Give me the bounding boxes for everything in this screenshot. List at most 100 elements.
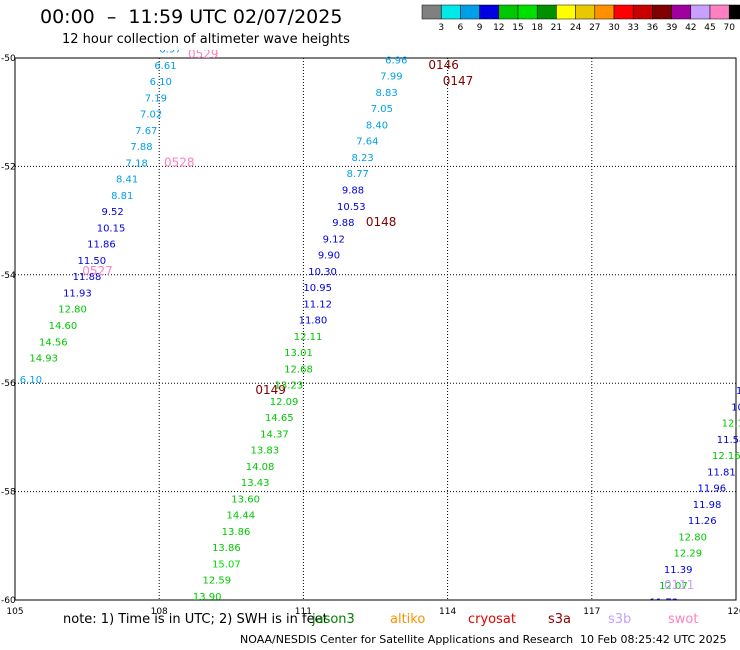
colorbar-swatch: [671, 4, 692, 20]
footer-note: note: 1) Time is in UTC; 2) SWH is in fe…: [63, 612, 328, 627]
colorbar-label: 6: [458, 23, 464, 33]
mission-legend-item: s3a: [548, 612, 572, 627]
colorbar-label: 27: [589, 23, 600, 33]
wave-height-label: 8.83: [376, 88, 398, 99]
y-tick-label: -50: [1, 54, 16, 64]
x-tick-label: 105: [6, 607, 23, 617]
wave-height-label: 11.90: [736, 386, 740, 397]
wave-height-label: 7.67: [135, 126, 157, 137]
colorbar-label: 70: [723, 23, 735, 33]
wave-height-label: 13.86: [222, 527, 251, 538]
pass-label: 0149: [255, 383, 286, 397]
pass-label: 0146: [428, 58, 459, 72]
chart-title: 00:00 – 11:59 UTC 02/07/2025: [40, 6, 343, 28]
colorbar-swatch: [613, 4, 634, 20]
mission-legend-item: altiko: [390, 612, 426, 627]
colorbar-label: 30: [608, 23, 620, 33]
wave-height-label: 7.19: [145, 93, 167, 104]
wave-height-label: 13.60: [231, 494, 260, 505]
wave-height-label: 11.39: [630, 646, 659, 650]
wave-height-label: 6.96: [385, 55, 407, 66]
colorbar-swatch: [440, 4, 461, 20]
wave-height-label: 6.77: [169, 12, 191, 23]
data-points: 12.8812.4514.4113.9012.5915.0713.8613.86…: [20, 0, 740, 650]
pass-label: 0528: [164, 155, 195, 169]
y-tick-label: -60: [1, 596, 16, 606]
pass-label: 0529: [188, 47, 219, 61]
colorbar-swatch: [575, 4, 596, 20]
wave-height-label: 12.80: [58, 305, 87, 316]
wave-height-label: 9.88: [332, 218, 354, 229]
wave-height-label: 12.88: [169, 641, 198, 650]
x-tick-label: 108: [151, 607, 168, 617]
wave-height-label: 11.93: [63, 288, 92, 299]
colorbar-label: 39: [666, 23, 678, 33]
pass-label: 0527: [82, 264, 113, 278]
mission-legend-item: jason3: [312, 612, 355, 627]
colorbar-label: 21: [551, 23, 562, 33]
colorbar-swatch: [709, 4, 730, 20]
wave-height-label: 6.31: [164, 28, 186, 39]
wave-height-label: 7.02: [140, 110, 162, 121]
colorbar-swatch: [690, 4, 711, 20]
wave-height-label: 7.99: [380, 72, 402, 83]
wave-height-label: 13.83: [251, 446, 280, 457]
wave-height-label: 11.81: [707, 467, 736, 478]
x-tick-label: 120: [727, 607, 740, 617]
wave-height-label: 14.65: [265, 413, 294, 424]
wave-height-label: 9.52: [102, 207, 124, 218]
colorbar-swatch: [594, 4, 615, 20]
wave-height-label: 11.88: [73, 272, 102, 283]
mission-legend-item: s3b: [608, 612, 632, 627]
y-tick-label: -54: [1, 271, 16, 281]
wave-height-label: 12.80: [678, 532, 707, 543]
y-tick-label: -58: [1, 488, 16, 498]
wave-height-label: 13.43: [241, 478, 270, 489]
wave-height-label: 8.12: [395, 23, 417, 34]
colorbar-swatch: [517, 4, 538, 20]
wave-height-label: 9.27: [390, 39, 412, 50]
wave-height-label: 9.88: [342, 186, 364, 197]
wave-height-label: 11.50: [77, 256, 106, 267]
wave-height-label: 8.40: [366, 120, 388, 131]
wave-height-label: 11.26: [688, 516, 717, 527]
colorbar-label: 15: [512, 23, 523, 33]
wave-height-label: 11.58: [717, 435, 740, 446]
wave-height-label: 9.12: [323, 234, 345, 245]
pass-label: 0147: [443, 74, 474, 88]
wave-height-label: 11.86: [87, 240, 116, 251]
x-tick-label: 114: [439, 607, 456, 617]
plot-frame: [14, 57, 737, 601]
colorbar-swatch: [460, 4, 480, 20]
wave-height-label: 12.16: [712, 451, 740, 462]
wave-height-label: 8.22: [409, 0, 431, 1]
wave-height-label: 12.29: [674, 549, 703, 560]
y-tick-label: -56: [1, 379, 16, 389]
x-tick-label: 111: [295, 607, 312, 617]
wave-height-label: 11.73: [649, 597, 678, 608]
wave-height-label: 6.10: [150, 77, 172, 88]
wave-height-label: 14.93: [29, 354, 58, 365]
colorbar-swatch: [652, 4, 672, 20]
wave-height-label: 12.15: [722, 419, 740, 430]
wave-height-label: 10.99: [640, 614, 669, 625]
wave-height-label: 12.68: [284, 364, 313, 375]
mission-legend-item: cryosat: [468, 612, 516, 627]
wave-height-label: 13.23: [275, 381, 304, 392]
wave-height-label: 7.18: [126, 158, 148, 169]
wave-height-label: 13.86: [212, 543, 241, 554]
wave-height-label: 10.95: [303, 283, 332, 294]
generated-timestamp: 10 Feb 08:25:42 UTC 2025: [580, 633, 727, 646]
wave-height-label: 11.80: [299, 316, 328, 327]
colorbar-label: 42: [685, 23, 696, 33]
colorbar-label: 24: [570, 23, 582, 33]
wave-height-label: 12.11: [294, 332, 323, 343]
wave-height-label: 14.60: [49, 321, 78, 332]
wave-height-label: 12.07: [659, 581, 688, 592]
colorbar-swatch: [479, 4, 500, 20]
colorbar-label: 45: [704, 23, 715, 33]
wave-height-label: 7.88: [130, 142, 152, 153]
credit-line: NOAA/NESDIS Center for Satellite Applica…: [240, 633, 574, 646]
colorbar-swatch: [556, 4, 576, 20]
